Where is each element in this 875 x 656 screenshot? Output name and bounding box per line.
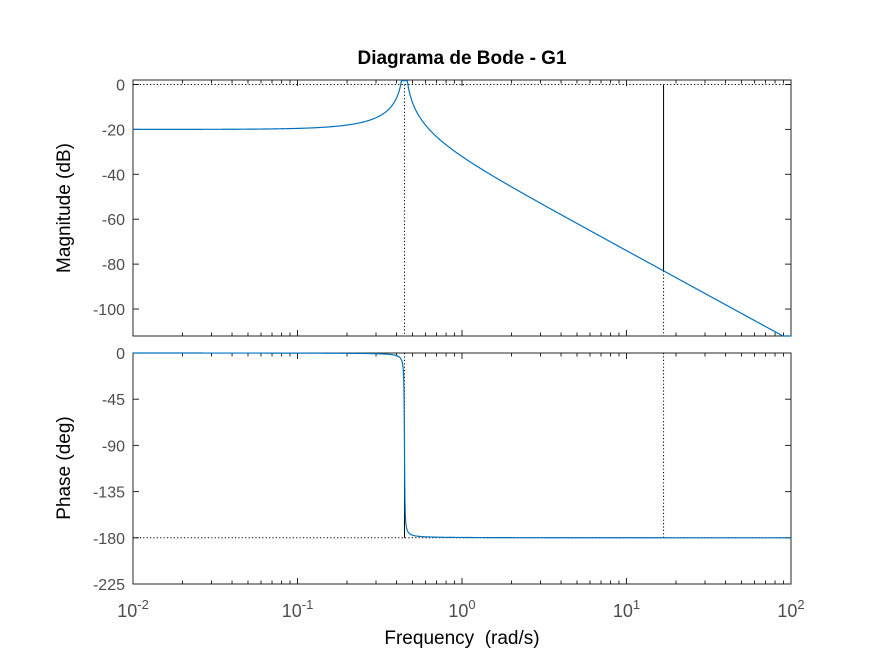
phase-y-tick-label: -180 <box>93 531 125 548</box>
phase-y-tick-label: -90 <box>102 438 125 455</box>
x-tick-label: 100 <box>448 597 475 621</box>
magnitude-axes-box <box>132 79 792 337</box>
chart-title: Diagrama de Bode - G1 <box>357 48 566 69</box>
x-tick-label: 102 <box>777 597 804 621</box>
phase-y-tick-label: -135 <box>93 485 125 502</box>
magnitude-y-tick-label: -40 <box>102 167 125 184</box>
magnitude-y-tick-label: 0 <box>116 77 125 94</box>
phase-panel: 0 -45 -90 -135 -180 -225 Phase (deg) <box>54 346 792 594</box>
magnitude-y-tick-label: -60 <box>102 212 125 229</box>
x-tick-label: 10-2 <box>117 597 149 621</box>
magnitude-reference-lines <box>133 83 791 336</box>
x-tick-label: 10-1 <box>282 597 314 621</box>
phase-curve <box>133 352 791 539</box>
magnitude-ticks: 0 -20 -40 -60 -80 -100 <box>93 77 792 336</box>
phase-y-tick-label: 0 <box>116 346 125 363</box>
magnitude-axis-label: Magnitude (dB) <box>54 143 75 273</box>
phase-y-tick-label: -45 <box>102 392 125 409</box>
phase-axis-label: Phase (deg) <box>54 416 75 520</box>
magnitude-y-tick-label: -20 <box>102 122 125 139</box>
phase-y-tick-label: -225 <box>93 577 125 594</box>
magnitude-panel: 0 -20 -40 -60 -80 -100 Magnitude (dB) <box>54 77 792 337</box>
x-axis-label: Frequency (rad/s) <box>384 628 539 649</box>
magnitude-y-tick-label: -80 <box>102 257 125 274</box>
magnitude-y-tick-label: -100 <box>93 302 125 319</box>
x-tick-labels: 10-2 10-1 100 101 102 <box>117 597 804 621</box>
phase-axes-box <box>132 352 792 585</box>
x-tick-label: 101 <box>613 597 640 621</box>
magnitude-curve <box>133 80 791 337</box>
